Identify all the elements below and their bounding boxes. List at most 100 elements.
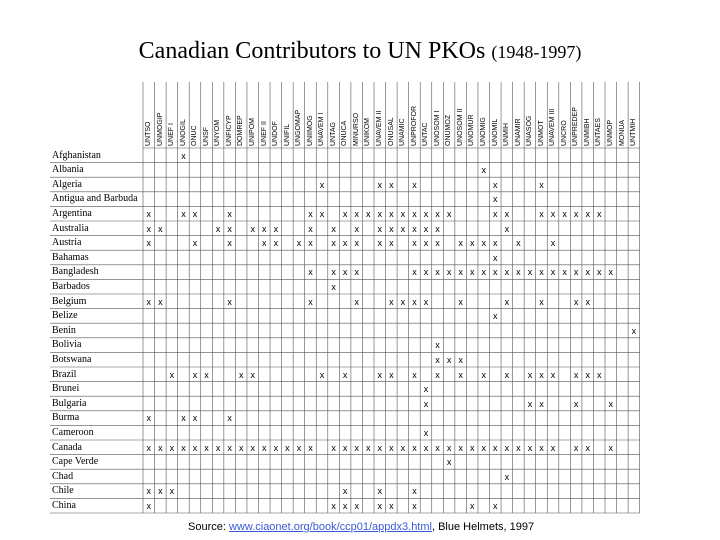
participation-mark: x xyxy=(354,267,359,278)
participation-mark: x xyxy=(377,486,383,497)
participation-mark: x xyxy=(342,208,348,219)
column-header: UNIKOM xyxy=(364,118,372,146)
country-label: Chile xyxy=(52,485,74,497)
participation-mark: x xyxy=(435,208,440,219)
participation-mark: x xyxy=(550,369,556,380)
participation-mark: x xyxy=(262,442,267,453)
participation-mark: x xyxy=(469,238,475,249)
column-header: UNOMIG xyxy=(479,117,487,146)
participation-mark: x xyxy=(585,296,590,307)
participation-mark: x xyxy=(423,267,429,278)
column-header: UNIIMOG xyxy=(306,115,314,146)
column-header: UNDOF xyxy=(272,121,280,146)
country-label: Bangladesh xyxy=(52,266,99,278)
participation-mark: x xyxy=(481,165,487,176)
participation-mark: x xyxy=(527,369,533,380)
participation-mark: x xyxy=(192,413,198,424)
participation-mark: x xyxy=(273,442,279,453)
participation-mark: x xyxy=(527,442,533,453)
participation-mark: x xyxy=(296,442,302,453)
participation-mark: x xyxy=(146,223,152,234)
participation-mark: x xyxy=(585,208,590,219)
participation-mark: x xyxy=(146,486,152,497)
country-label: Belize xyxy=(52,310,78,322)
participation-mark: x xyxy=(493,238,498,249)
participation-mark: x xyxy=(446,457,452,468)
participation-mark: x xyxy=(389,500,394,511)
column-header: UNTAC xyxy=(422,122,430,146)
source-prefix: Source: xyxy=(188,521,229,533)
participation-mark: x xyxy=(573,442,579,453)
country-label: Cameroon xyxy=(52,426,94,438)
participation-mark: x xyxy=(412,486,417,497)
participation-mark: x xyxy=(250,223,256,234)
participation-mark: x xyxy=(146,238,152,249)
participation-mark: x xyxy=(493,267,498,278)
column-header: UNAMIR xyxy=(514,118,522,146)
country-label: Algeria xyxy=(52,178,82,190)
participation-mark: x xyxy=(354,500,359,511)
participation-mark: x xyxy=(354,238,359,249)
participation-mark: x xyxy=(631,325,637,336)
participation-mark: x xyxy=(435,267,440,278)
participation-mark: x xyxy=(354,208,359,219)
participation-mark: x xyxy=(204,442,209,453)
page-title: Canadian Contributors to UN PKOs (1948-1… xyxy=(0,38,720,65)
participation-mark: x xyxy=(227,208,232,219)
participation-mark: x xyxy=(539,369,544,380)
column-header: UNAVEM II xyxy=(376,110,383,146)
participation-mark: x xyxy=(308,296,313,307)
participation-mark: x xyxy=(539,208,544,219)
participation-mark: x xyxy=(423,296,429,307)
participation-mark: x xyxy=(469,267,475,278)
participation-mark: x xyxy=(169,442,175,453)
source-link[interactable]: www.ciaonet.org/book/ccp01/appdx3.html xyxy=(228,521,432,533)
participation-mark: x xyxy=(539,398,544,409)
column-header: UNASOG xyxy=(526,115,534,146)
participation-mark: x xyxy=(562,208,567,219)
participation-mark: x xyxy=(319,369,325,380)
participation-mark: x xyxy=(319,179,325,190)
column-header: UNMIBH xyxy=(583,118,591,146)
participation-mark: x xyxy=(435,223,440,234)
participation-mark: x xyxy=(573,369,579,380)
participation-mark: x xyxy=(423,384,429,395)
participation-mark: x xyxy=(481,369,487,380)
participation-mark: x xyxy=(412,208,417,219)
participation-mark: x xyxy=(181,413,186,424)
participation-mark: x xyxy=(181,150,186,161)
participation-mark: x xyxy=(389,179,394,190)
participation-mark: x xyxy=(342,238,348,249)
column-header: UNMOT xyxy=(537,120,545,146)
participation-mark: x xyxy=(550,238,556,249)
participation-mark: x xyxy=(458,238,463,249)
participation-mark: x xyxy=(319,208,325,219)
participation-mark: x xyxy=(146,208,152,219)
column-header: UNMOP xyxy=(607,119,614,146)
column-header: UNCRO xyxy=(560,120,568,146)
participation-mark: x xyxy=(331,281,336,292)
participation-mark: x xyxy=(250,369,256,380)
participation-mark: x xyxy=(354,296,359,307)
column-header: DOMREP xyxy=(237,115,245,146)
participation-mark: x xyxy=(539,442,544,453)
country-label: Cape Verde xyxy=(52,456,99,468)
column-header: MINURSO xyxy=(352,112,360,146)
participation-mark: x xyxy=(469,442,475,453)
country-label: Chad xyxy=(52,470,74,482)
participation-mark: x xyxy=(423,427,429,438)
participation-mark: x xyxy=(608,442,614,453)
column-header: ONUMOZ xyxy=(445,114,453,146)
participation-mark: x xyxy=(377,238,383,249)
participation-mark: x xyxy=(308,267,313,278)
participation-mark: x xyxy=(215,223,221,234)
participation-mark: x xyxy=(331,223,336,234)
participation-mark: x xyxy=(331,267,336,278)
participation-mark: x xyxy=(227,413,232,424)
column-header: UNMIH xyxy=(503,123,511,146)
participation-mark: x xyxy=(389,208,394,219)
country-label: Antigua and Barbuda xyxy=(52,193,138,205)
participation-mark: x xyxy=(516,267,521,278)
participation-mark: x xyxy=(400,296,406,307)
participation-mark: x xyxy=(423,208,429,219)
